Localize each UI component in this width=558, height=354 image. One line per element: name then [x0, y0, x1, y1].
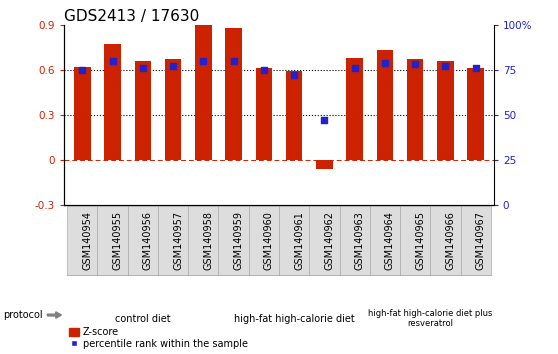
Text: high-fat high-calorie diet plus
resveratrol: high-fat high-calorie diet plus resverat… [368, 309, 493, 328]
FancyBboxPatch shape [219, 206, 249, 275]
Text: high-fat high-calorie diet: high-fat high-calorie diet [234, 314, 354, 324]
Bar [316, 160, 333, 169]
FancyBboxPatch shape [460, 206, 491, 275]
Point [290, 73, 299, 78]
Point [350, 65, 359, 71]
Text: GDS2413 / 17630: GDS2413 / 17630 [64, 8, 199, 24]
Text: GSM140964: GSM140964 [385, 211, 395, 270]
FancyBboxPatch shape [67, 206, 98, 275]
Point [381, 60, 389, 65]
Text: GSM140959: GSM140959 [234, 211, 244, 270]
Text: control diet: control diet [115, 314, 171, 324]
Text: GSM140967: GSM140967 [475, 211, 485, 270]
Text: GSM140955: GSM140955 [113, 211, 123, 270]
Bar [225, 28, 242, 160]
FancyBboxPatch shape [400, 206, 430, 275]
Bar [407, 59, 424, 160]
FancyBboxPatch shape [279, 206, 309, 275]
Point [441, 63, 450, 69]
Text: GSM140961: GSM140961 [294, 211, 304, 270]
Point [138, 65, 147, 71]
Point [471, 65, 480, 71]
Text: GSM140956: GSM140956 [143, 211, 153, 270]
Bar [165, 59, 181, 160]
Point [229, 58, 238, 64]
Point [411, 62, 420, 67]
FancyBboxPatch shape [98, 206, 128, 275]
FancyBboxPatch shape [430, 206, 460, 275]
Text: GSM140958: GSM140958 [203, 211, 213, 270]
Bar [195, 25, 211, 160]
Point [259, 67, 268, 73]
Text: protocol: protocol [3, 310, 42, 320]
FancyBboxPatch shape [309, 206, 339, 275]
FancyBboxPatch shape [339, 206, 370, 275]
Bar [286, 72, 302, 160]
FancyBboxPatch shape [158, 206, 188, 275]
Bar [437, 61, 454, 160]
Bar [74, 67, 90, 160]
Point [199, 58, 208, 64]
Text: GSM140966: GSM140966 [445, 211, 455, 270]
Text: GSM140962: GSM140962 [324, 211, 334, 270]
FancyBboxPatch shape [188, 206, 219, 275]
Bar [468, 68, 484, 160]
Point [108, 58, 117, 64]
Text: GSM140954: GSM140954 [83, 211, 92, 270]
FancyBboxPatch shape [370, 206, 400, 275]
Legend: Z-score, percentile rank within the sample: Z-score, percentile rank within the samp… [69, 327, 248, 349]
Point [169, 63, 177, 69]
FancyBboxPatch shape [249, 206, 279, 275]
Text: GSM140957: GSM140957 [173, 211, 183, 270]
Bar [377, 50, 393, 160]
Point [320, 118, 329, 123]
Bar [134, 61, 151, 160]
Text: GSM140960: GSM140960 [264, 211, 274, 270]
Bar [104, 44, 121, 160]
Bar [256, 68, 272, 160]
Bar [347, 58, 363, 160]
Text: GSM140963: GSM140963 [355, 211, 364, 270]
FancyBboxPatch shape [128, 206, 158, 275]
Point [78, 67, 87, 73]
Text: GSM140965: GSM140965 [415, 211, 425, 270]
